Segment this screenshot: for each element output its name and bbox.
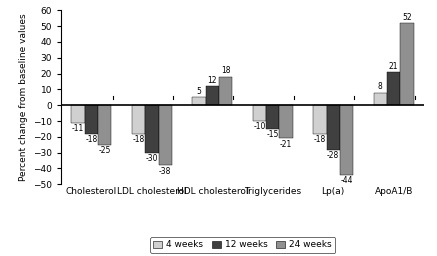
Text: -10: -10: [253, 122, 266, 131]
Bar: [219, 77, 232, 105]
Text: -21: -21: [280, 140, 292, 149]
Y-axis label: Percent change from baseline values: Percent change from baseline values: [19, 14, 28, 181]
Text: 52: 52: [402, 13, 412, 22]
Bar: [340, 105, 353, 175]
Bar: [206, 86, 219, 105]
Legend: 4 weeks, 12 weeks, 24 weeks: 4 weeks, 12 weeks, 24 weeks: [150, 237, 335, 253]
Text: 21: 21: [389, 62, 399, 71]
Bar: [132, 105, 145, 134]
Text: -30: -30: [146, 154, 158, 163]
Text: -28: -28: [327, 151, 340, 160]
Text: -18: -18: [85, 135, 97, 144]
Text: 5: 5: [197, 87, 201, 96]
Bar: [159, 105, 172, 165]
Text: 12: 12: [208, 76, 217, 85]
Text: -18: -18: [132, 135, 145, 144]
Bar: [279, 105, 293, 138]
Text: -11: -11: [72, 124, 84, 133]
Bar: [253, 105, 266, 121]
Bar: [266, 105, 279, 129]
Bar: [400, 23, 413, 105]
Text: 18: 18: [221, 67, 230, 76]
Bar: [374, 92, 387, 105]
Bar: [85, 105, 98, 134]
Bar: [326, 105, 340, 150]
Text: -44: -44: [340, 176, 353, 185]
Text: -38: -38: [159, 167, 171, 176]
Bar: [313, 105, 326, 134]
Text: -15: -15: [267, 130, 279, 139]
Bar: [145, 105, 159, 153]
Bar: [192, 97, 206, 105]
Text: 8: 8: [378, 82, 383, 91]
Text: -18: -18: [314, 135, 326, 144]
Bar: [72, 105, 85, 123]
Text: -25: -25: [98, 146, 111, 155]
Bar: [98, 105, 111, 145]
Bar: [387, 72, 400, 105]
